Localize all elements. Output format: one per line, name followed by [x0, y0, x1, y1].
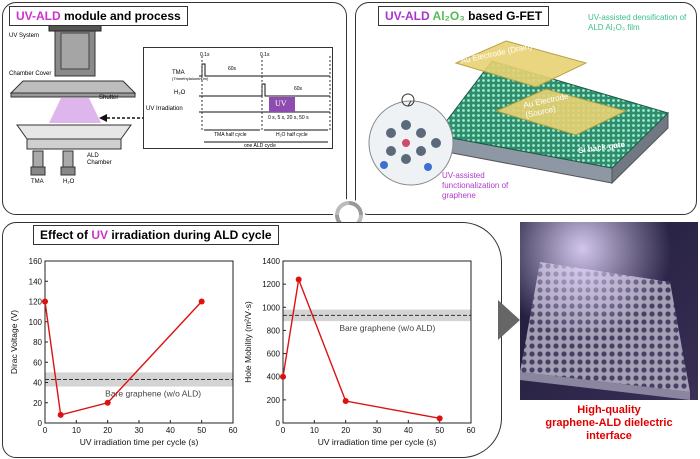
timing-h2o-label: H₂O [174, 90, 186, 96]
uv-effect-title-accent: UV [91, 228, 109, 242]
h2o-source-label: H₂O [63, 179, 75, 185]
chart2-x-tick-label: 30 [373, 426, 382, 435]
uv-effect-title-prefix: Effect of [40, 228, 92, 242]
timing-uv-label: UV Irradiation [146, 106, 183, 112]
chart1-series-line [44, 301, 203, 416]
uv-ald-module-title: UV-ALD module and process [9, 6, 188, 26]
timing-wait2: 60s [294, 86, 303, 92]
chart1-y-tick-label: 120 [29, 298, 43, 307]
chart1-plot-frame [44, 260, 234, 424]
uv-ald-title-accent: UV-ALD [16, 9, 61, 23]
chart2-x-tick-label: 60 [467, 426, 476, 435]
chart1-data-point [42, 298, 48, 305]
gfet-title: UV-ALD Al₂O₃ based G-FET [378, 6, 550, 26]
chart1-y-axis-label: Dirac Voltage (V) [9, 310, 19, 374]
chart2-data-point [295, 276, 302, 283]
chart1-y-tick-label: 20 [33, 399, 42, 408]
uv-effect-panel: Effect of UV irradiation during ALD cycl… [2, 222, 502, 458]
uv-ald-module-panel: UV-ALD module and process UV System Cham… [2, 2, 347, 215]
chart1-x-axis-label: UV irradiation time per cycle (s) [80, 437, 199, 447]
chart1-y-tick-label: 80 [33, 338, 42, 347]
chart2-y-tick-label: 200 [267, 396, 281, 405]
chamber-cover-label: Chamber Cover [9, 71, 52, 77]
chart2-x-tick-label: 10 [310, 426, 319, 435]
timing-one-cycle: one ALD cycle [244, 143, 276, 149]
chart2-series-line [282, 276, 440, 420]
timing-h2o-half: H₂O half cycle [276, 132, 308, 138]
chart2-x-tick-label: 20 [341, 426, 350, 435]
chart1-x-tick-label: 60 [229, 426, 238, 435]
uv-ald-module-illustration [9, 20, 153, 176]
chart1-data-point [104, 399, 111, 406]
chart2-y-tick-label: 1200 [262, 280, 280, 289]
gfet-title-rest: based G-FET [464, 9, 543, 23]
chart1-x-tick-label: 50 [197, 426, 206, 435]
chart1-y-tick-label: 60 [33, 358, 42, 367]
chart1-x-tick-label: 0 [43, 426, 48, 435]
timing-tma-half: TMA half cycle [214, 132, 247, 138]
chart1-data-point [57, 411, 64, 418]
chart2-y-tick-label: 400 [267, 373, 281, 382]
uv-ald-title-rest: module and process [60, 9, 181, 23]
timing-wait1: 60s [228, 66, 237, 72]
chart1-y-tick-label: 0 [38, 419, 43, 428]
chart2-x-tick-label: 0 [281, 426, 286, 435]
chart2-data-point [280, 373, 286, 380]
tma-source-label: TMA [31, 179, 44, 185]
chart2-y-tick-label: 1000 [262, 303, 280, 312]
gfet-panel: UV-ALD Al₂O₃ based G-FET Au Electrode (D… [355, 2, 697, 215]
chart2-data-point [342, 398, 349, 405]
timing-pulse1: 0.1s [200, 52, 210, 58]
caption: High-quality graphene-ALD dielectric int… [520, 404, 698, 443]
shutter-label: Shutter [99, 95, 119, 101]
chart1-x-tick-label: 30 [135, 426, 144, 435]
chart2-y-tick-label: 0 [276, 419, 281, 428]
uv-system-label: UV System [9, 33, 40, 39]
chart2-plot-frame [282, 260, 472, 424]
chart1-x-tick-label: 10 [72, 426, 81, 435]
timing-diagram: TMA (Trimethylaluminum) H₂O UV Irradiati… [143, 47, 333, 149]
chart2-y-tick-label: 1400 [262, 257, 280, 266]
uv-effect-title-suffix: irradiation during ALD cycle [108, 228, 272, 242]
chart2-y-tick-label: 600 [267, 350, 281, 359]
chart2-y-axis-label: Hole Mobility (m²/V·s) [243, 301, 253, 383]
timing-tma-label: TMA [172, 70, 185, 76]
caption-line3: interface [586, 430, 632, 442]
densification-label: UV-assisted densification of ALD Al₂O₃ f… [588, 13, 687, 32]
chart2-y-tick-label: 800 [267, 326, 281, 335]
chart2-x-tick-label: 50 [435, 426, 444, 435]
caption-line2: graphene-ALD dielectric [545, 417, 673, 429]
gfet-illustration [368, 40, 669, 186]
timing-uv-times: 0 s, 5 s, 20 s, 50 s [268, 115, 309, 121]
chart1-reference-label: Bare graphene (w/o ALD) [105, 389, 201, 399]
uv-effect-title: Effect of UV irradiation during ALD cycl… [33, 225, 279, 245]
timing-tma-sub: (Trimethylaluminum) [172, 76, 209, 81]
gfet-title-al2o3: Al₂O₃ [429, 9, 465, 23]
functionalization-label: UV-assisted functionalization of graphen… [442, 171, 509, 200]
caption-line1: High-quality [577, 404, 641, 416]
right-arrow-icon [498, 300, 520, 340]
timing-uv-box: UV [275, 99, 287, 108]
chart1-y-tick-label: 100 [29, 318, 43, 327]
chart2-data-point [436, 415, 443, 422]
chart2-x-tick-label: 40 [404, 426, 413, 435]
timing-pulse2: 0.1s [260, 52, 270, 58]
chart1-data-point [198, 298, 205, 305]
chart1-y-tick-label: 140 [29, 277, 43, 286]
device-photo [520, 222, 698, 400]
chart1-y-tick-label: 160 [29, 257, 43, 266]
chart2-reference-label: Bare graphene (w/o ALD) [339, 323, 435, 333]
chart2-x-axis-label: UV irradiation time per cycle (s) [318, 437, 437, 447]
gfet-title-accent: UV-ALD [385, 9, 430, 23]
ald-chamber-label: ALD Chamber [87, 153, 112, 166]
uv-effect-charts: Bare graphene (w/o ALD)0 10 20 30 40 50 600204… [9, 257, 476, 447]
chart1-x-tick-label: 40 [166, 426, 175, 435]
chart1-x-tick-label: 20 [103, 426, 112, 435]
chart1-y-tick-label: 40 [33, 379, 42, 388]
